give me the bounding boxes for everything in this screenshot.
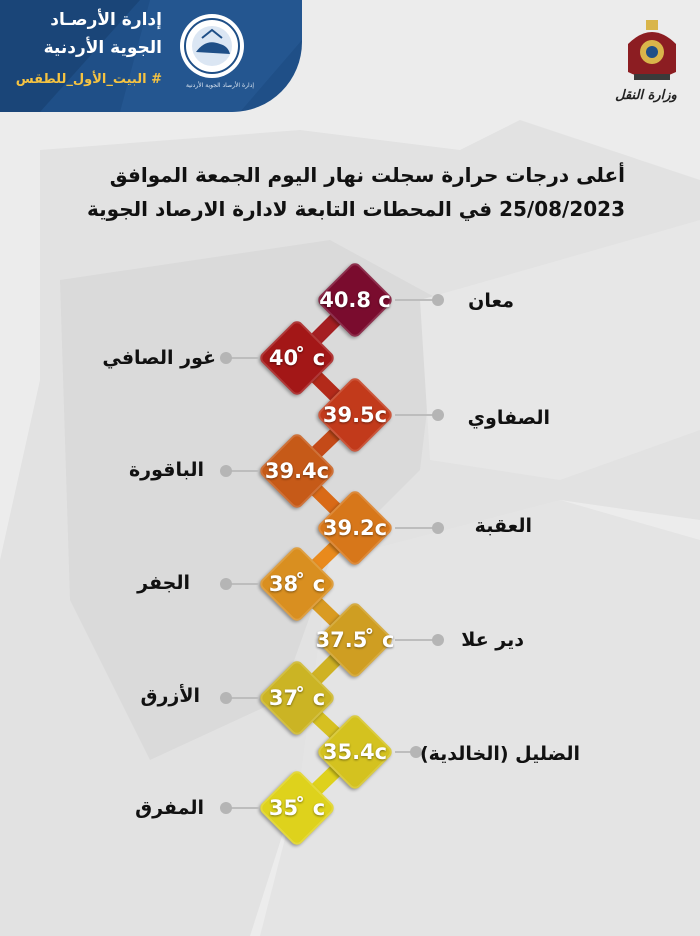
temperature-value: 39.5c: [322, 403, 388, 427]
leader-dot: [432, 634, 444, 646]
temperature-diamond: 38 ̊ c: [255, 542, 339, 626]
royal-crest-icon: [628, 20, 676, 80]
temperature-value: 35.4c: [322, 740, 388, 764]
leader-line: [225, 697, 259, 699]
temperature-value: 39.4c: [264, 459, 330, 483]
leader-dot: [220, 578, 232, 590]
temperature-diamond: 40 ̊ c: [255, 316, 339, 400]
temperature-value: 37 ̊ c: [268, 686, 326, 710]
temperature-diamond: 35.4c: [313, 710, 397, 794]
temperature-diamond: 39.2c: [313, 486, 397, 570]
meteorology-logo-icon: [180, 14, 244, 78]
temperature-diamond: 37 ̊ c: [255, 656, 339, 740]
temperature-value: 39.2c: [322, 516, 388, 540]
logo-caption: إدارة الأرصاد الجوية الأردنية: [185, 82, 255, 89]
ministry-logo: وزارة النقل: [615, 88, 677, 103]
leader-line: [395, 527, 437, 529]
station-name: الضليل (الخالدية): [419, 743, 580, 765]
temperature-value: 40.8 c: [319, 288, 391, 312]
leader-dot: [432, 522, 444, 534]
leader-dot: [432, 294, 444, 306]
temperature-diamond: 40.8 c: [313, 258, 397, 342]
leader-dot: [220, 465, 232, 477]
title-line1: أعلى درجات حرارة سجلت نهار اليوم الجمعة …: [109, 163, 625, 187]
leader-dot: [410, 746, 422, 758]
temperature-value: 40 ̊ c: [268, 346, 326, 370]
leader-line: [395, 299, 437, 301]
temperature-value: 35 ̊ c: [268, 796, 326, 820]
leader-line: [225, 583, 259, 585]
temperature-diamond: 37.5 ̊ c: [313, 598, 397, 682]
temperature-diamond: 39.4c: [255, 429, 339, 513]
leader-line: [225, 807, 259, 809]
temperature-diamond: 39.5c: [313, 373, 397, 457]
station-name: المفرق: [135, 797, 204, 819]
leader-line: [395, 639, 437, 641]
station-name: العقبة: [474, 515, 532, 537]
station-name: الباقورة: [128, 459, 204, 481]
department-name-line2: الجوية الأردنية: [43, 38, 162, 58]
leader-line: [395, 414, 437, 416]
leader-line: [395, 751, 419, 753]
leader-line: [225, 357, 259, 359]
station-name: غور الصافي: [102, 347, 216, 369]
station-name: دير علا: [461, 629, 524, 651]
leader-dot: [220, 352, 232, 364]
station-name: معان: [468, 290, 514, 312]
leader-dot: [220, 802, 232, 814]
station-name: الأزرق: [140, 685, 200, 707]
temperature-diamond: 35 ̊ c: [255, 766, 339, 850]
temperature-value: 37.5 ̊ c: [315, 628, 395, 652]
leader-line: [225, 470, 259, 472]
station-name: الصفاوي: [467, 407, 550, 429]
department-name-line1: إدارة الأرصـاد: [50, 10, 162, 30]
temperature-value: 38 ̊ c: [268, 572, 326, 596]
leader-dot: [432, 409, 444, 421]
page-title: أعلى درجات حرارة سجلت نهار اليوم الجمعة …: [50, 158, 625, 226]
hashtag: # البيت_الأول_للطقس: [15, 72, 162, 87]
station-name: الجفر: [137, 572, 190, 594]
leader-dot: [220, 692, 232, 704]
header-banner: إدارة الأرصـاد الجوية الأردنية # البيت_ا…: [0, 0, 302, 112]
title-line2: 25/08/2023 في المحطات التابعة لادارة الا…: [87, 197, 625, 221]
